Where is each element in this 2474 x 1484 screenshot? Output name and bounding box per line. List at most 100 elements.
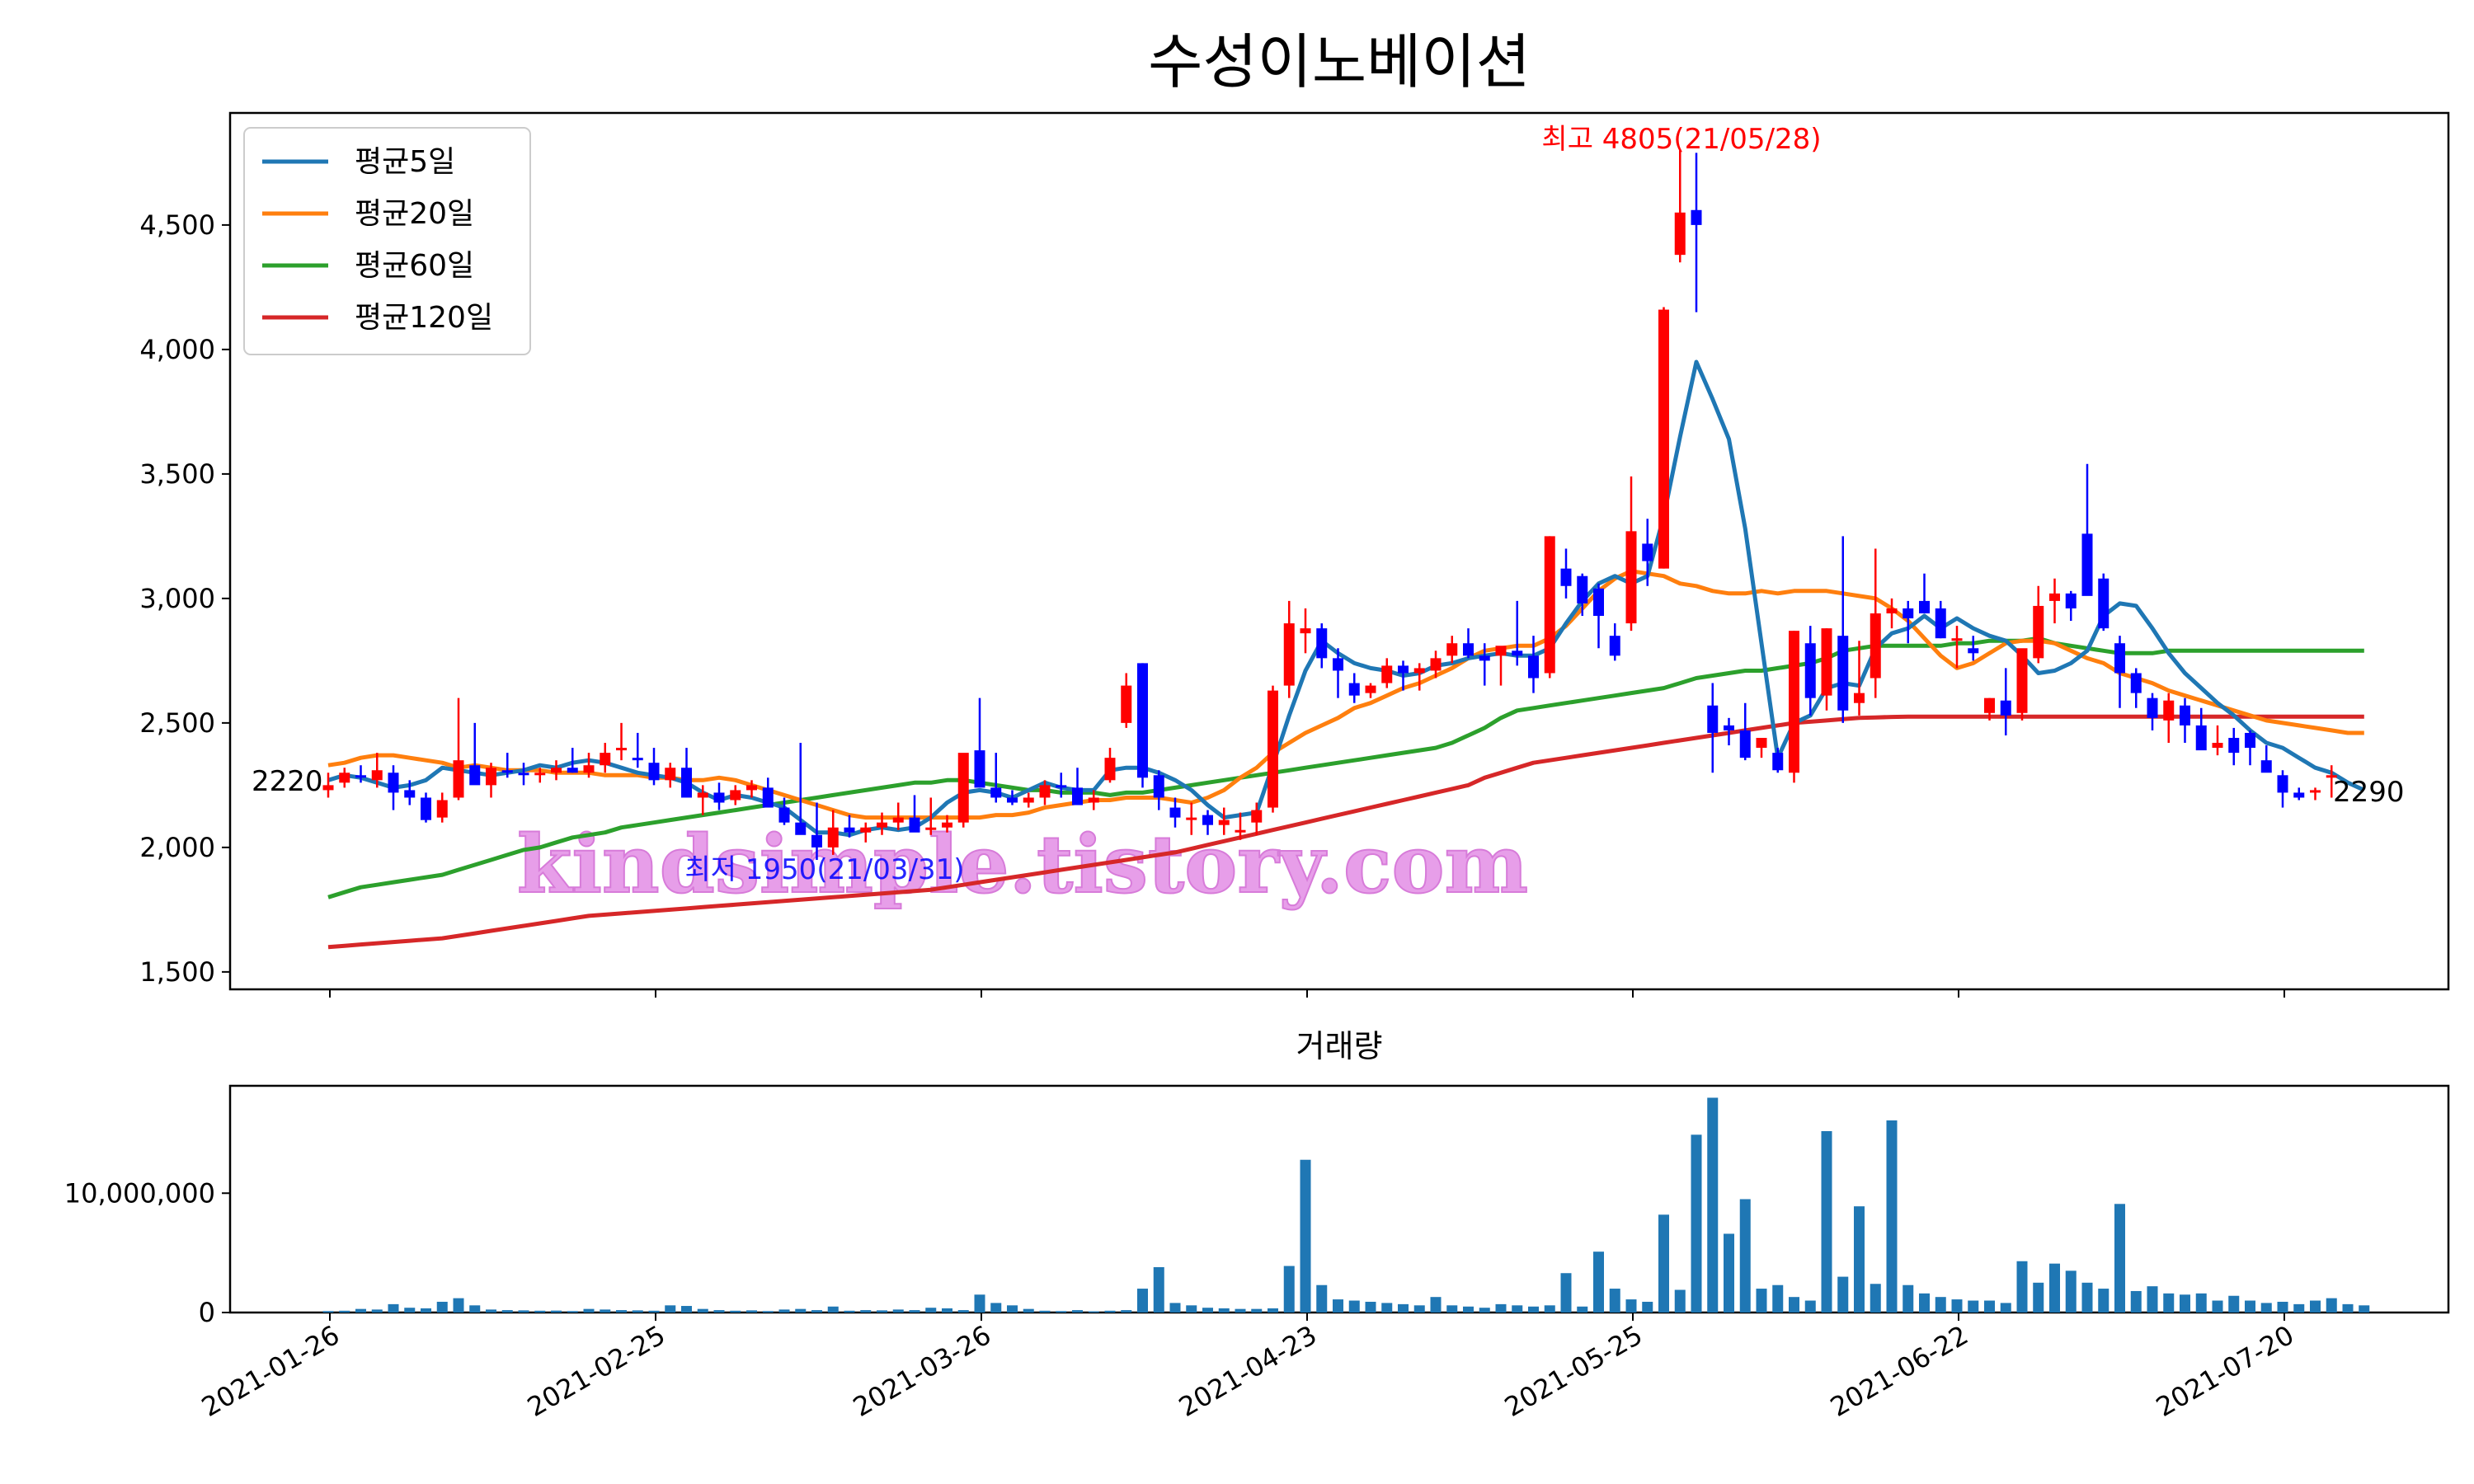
candle-body: [1056, 785, 1067, 788]
price-y-tick-label: 4,000: [139, 334, 215, 365]
price-y-tick-label: 3,500: [139, 458, 215, 490]
candle: [1235, 812, 1246, 840]
volume-bar: [1789, 1297, 1799, 1313]
candle: [1251, 802, 1263, 835]
candle-body: [957, 753, 969, 823]
volume-bar: [1951, 1299, 1963, 1313]
candle: [1316, 623, 1328, 669]
candle-body: [2277, 775, 2288, 793]
volume-bar: [518, 1310, 529, 1313]
price-y-tick-label: 1,500: [139, 956, 215, 988]
volume-bar: [421, 1308, 431, 1313]
volume-bar: [2310, 1300, 2321, 1313]
candle: [421, 792, 431, 823]
candle-body: [1724, 725, 1734, 730]
volume-y-axis: 0 10,000,000: [64, 1177, 230, 1328]
candle: [1772, 748, 1784, 773]
candle: [534, 768, 546, 783]
candle: [648, 748, 660, 786]
candle: [583, 753, 595, 778]
volume-bar: [2277, 1301, 2288, 1313]
candle: [1919, 573, 1930, 613]
candle: [827, 810, 839, 855]
volume-bar: [2163, 1293, 2175, 1313]
high-annotation: 최고 4805(21/05/28): [1541, 123, 1821, 156]
price-annotations: 최고 4805(21/05/28) 최저 1950(21/03/31) 2220…: [252, 123, 2405, 886]
candle: [713, 782, 725, 810]
candle-body: [827, 827, 839, 848]
candle: [1348, 673, 1360, 703]
candle-body: [1560, 568, 1572, 586]
candle: [1935, 600, 1946, 639]
volume-bar: [844, 1310, 855, 1313]
candle: [1479, 643, 1490, 686]
candle-body: [2293, 792, 2305, 798]
candle-body: [1121, 685, 1132, 723]
candle: [2212, 725, 2223, 756]
volume-bar: [942, 1308, 952, 1313]
candle-body: [2260, 760, 2272, 773]
volume-bar: [811, 1310, 822, 1313]
volume-bar: [1577, 1306, 1588, 1313]
volume-bar: [355, 1308, 366, 1313]
candle: [1039, 780, 1051, 805]
candle: [730, 785, 741, 805]
volume-bar: [1544, 1305, 1555, 1313]
volume-bar: [697, 1308, 708, 1313]
candle-body: [1528, 655, 1539, 679]
candle-body: [1854, 693, 1865, 703]
candle-body: [1691, 209, 1702, 225]
volume-bar: [1430, 1297, 1442, 1313]
candle: [1300, 608, 1311, 654]
volume-bar: [1104, 1310, 1116, 1313]
candle-body: [371, 770, 383, 781]
volume-bar: [1235, 1308, 1246, 1313]
candle: [322, 773, 334, 798]
candle-body: [339, 773, 350, 783]
candle-body: [1007, 797, 1018, 803]
candle-body: [648, 763, 660, 781]
candle-body: [942, 822, 952, 828]
volume-bar: [1495, 1303, 1507, 1313]
candle-body: [909, 817, 920, 833]
candle: [1137, 663, 1148, 788]
volume-bar: [795, 1308, 807, 1313]
candle: [697, 785, 708, 815]
candle-body: [1348, 683, 1360, 696]
candle-body: [518, 773, 529, 776]
volume-bar: [583, 1308, 595, 1313]
volume-bar: [2098, 1289, 2109, 1313]
candle-body: [2130, 673, 2142, 693]
candle-body: [1821, 628, 1832, 696]
candle-body: [583, 765, 595, 773]
volume-bar: [616, 1310, 627, 1313]
volume-bar: [2260, 1303, 2272, 1313]
candle-body: [1186, 817, 1197, 820]
volume-bar: [713, 1310, 725, 1313]
candle-body: [1381, 665, 1393, 683]
price-y-tick-label: 4,500: [139, 209, 215, 241]
candle: [1609, 623, 1620, 661]
candle: [632, 732, 643, 768]
candle: [1121, 673, 1132, 728]
volume-bar: [1365, 1301, 1376, 1313]
volume-bar: [567, 1311, 578, 1313]
last-close-annotation: 2290: [2333, 776, 2405, 809]
x-tick-label: 2021-05-25: [1499, 1319, 1648, 1423]
candle: [681, 748, 692, 798]
price-y-axis: 1,500 2,000 2,500 3,000 3,500 4,000 4,500: [139, 209, 230, 988]
candle-body: [762, 787, 774, 808]
low-annotation: 최저 1950(21/03/31): [684, 853, 964, 886]
volume-bar: [1724, 1233, 1734, 1313]
volume-bar: [2180, 1294, 2190, 1313]
candle: [2130, 668, 2142, 708]
candle-body: [778, 807, 790, 823]
volume-bar: [681, 1306, 692, 1313]
volume-bar: [1560, 1273, 1572, 1313]
candle-body: [2000, 700, 2011, 716]
candle: [436, 792, 448, 823]
candle: [501, 753, 513, 778]
volume-bar: [1609, 1289, 1620, 1313]
